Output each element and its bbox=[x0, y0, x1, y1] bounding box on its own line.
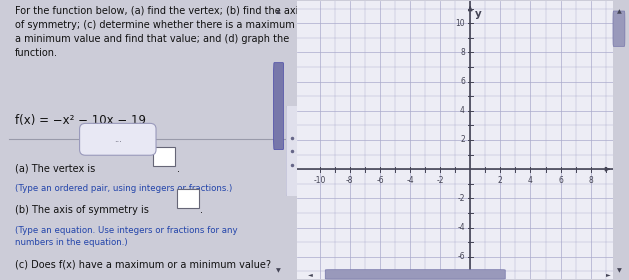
Text: ▼: ▼ bbox=[616, 268, 621, 273]
FancyBboxPatch shape bbox=[274, 63, 284, 150]
Text: (Type an ordered pair, using integers or fractions.): (Type an ordered pair, using integers or… bbox=[15, 184, 232, 193]
Text: -10: -10 bbox=[313, 176, 326, 185]
FancyBboxPatch shape bbox=[177, 188, 199, 208]
Text: -6: -6 bbox=[376, 176, 384, 185]
Text: -2: -2 bbox=[457, 194, 465, 203]
Text: ▲: ▲ bbox=[276, 10, 281, 15]
Text: 6: 6 bbox=[558, 176, 563, 185]
Text: 2: 2 bbox=[460, 136, 465, 144]
Text: (a) The vertex is: (a) The vertex is bbox=[15, 164, 95, 174]
Text: 8: 8 bbox=[588, 176, 593, 185]
Text: -4: -4 bbox=[406, 176, 414, 185]
Text: (Type an equation. Use integers or fractions for any
numbers in the equation.): (Type an equation. Use integers or fract… bbox=[15, 226, 238, 247]
Text: ►: ► bbox=[606, 272, 611, 277]
Text: -8: -8 bbox=[346, 176, 353, 185]
Text: -4: -4 bbox=[457, 223, 465, 232]
Text: (b) The axis of symmetry is: (b) The axis of symmetry is bbox=[15, 205, 149, 215]
Text: 4: 4 bbox=[460, 106, 465, 115]
Text: .: . bbox=[177, 164, 180, 174]
Text: 2: 2 bbox=[498, 176, 503, 185]
Text: ...: ... bbox=[114, 135, 122, 144]
Text: For the function below, (a) find the vertex; (b) find the axis
of symmetry; (c) : For the function below, (a) find the ver… bbox=[15, 6, 308, 58]
Text: 6: 6 bbox=[460, 77, 465, 86]
Text: ▲: ▲ bbox=[616, 10, 621, 15]
Text: 10: 10 bbox=[455, 19, 465, 28]
Text: ▼: ▼ bbox=[276, 268, 281, 273]
Text: 4: 4 bbox=[528, 176, 533, 185]
FancyBboxPatch shape bbox=[325, 270, 505, 279]
Text: .: . bbox=[200, 205, 203, 215]
Text: -2: -2 bbox=[437, 176, 444, 185]
FancyBboxPatch shape bbox=[80, 123, 156, 155]
Text: -6: -6 bbox=[457, 252, 465, 261]
Text: f(x) = −x² − 10x − 19: f(x) = −x² − 10x − 19 bbox=[15, 114, 146, 127]
Text: 8: 8 bbox=[460, 48, 465, 57]
Text: ◄: ◄ bbox=[308, 272, 313, 277]
Text: y: y bbox=[475, 9, 482, 19]
FancyBboxPatch shape bbox=[153, 147, 175, 166]
FancyBboxPatch shape bbox=[613, 11, 625, 46]
FancyBboxPatch shape bbox=[286, 97, 298, 205]
Text: (c) Does f(x) have a maximum or a minimum value?: (c) Does f(x) have a maximum or a minimu… bbox=[15, 259, 271, 269]
